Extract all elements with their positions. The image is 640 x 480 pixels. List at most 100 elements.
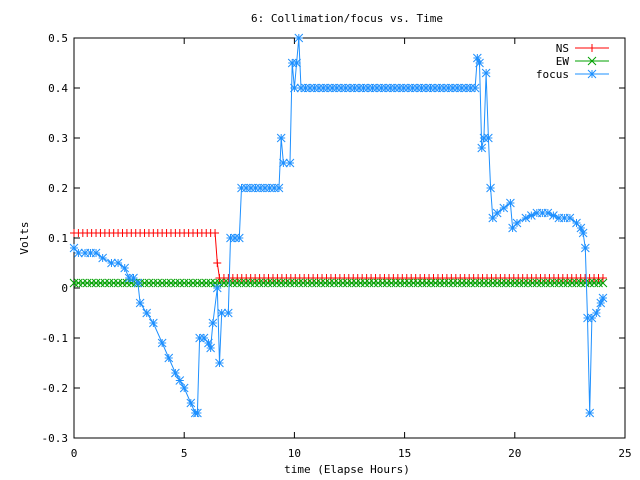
data-point (479, 278, 489, 288)
data-point (417, 278, 427, 288)
marker-stroke (387, 278, 396, 288)
data-point (391, 278, 401, 288)
data-point (439, 83, 449, 93)
data-point (294, 33, 304, 43)
data-point (342, 278, 352, 288)
marker-stroke (359, 83, 368, 93)
data-point (250, 278, 260, 288)
data-point (201, 278, 211, 288)
marker-stroke (385, 83, 395, 93)
data-point (588, 44, 596, 52)
marker-stroke (285, 278, 295, 288)
marker-stroke (448, 83, 458, 93)
marker-stroke (171, 368, 180, 378)
marker-stroke (554, 278, 564, 288)
data-point (591, 308, 601, 318)
data-point (523, 278, 533, 288)
marker-stroke (399, 83, 409, 93)
data-point (184, 278, 193, 288)
data-point (206, 343, 216, 353)
data-point (120, 263, 130, 273)
marker-stroke (409, 278, 418, 288)
data-point (519, 278, 528, 288)
data-point (501, 278, 511, 288)
data-point (287, 58, 297, 68)
marker-stroke (477, 143, 487, 153)
x-tick-label: 0 (71, 447, 78, 460)
data-point (360, 278, 370, 288)
data-point (572, 278, 581, 288)
data-point (228, 278, 238, 288)
marker-stroke (475, 278, 484, 288)
data-point (171, 368, 180, 378)
marker-stroke (565, 213, 575, 223)
marker-stroke (323, 83, 333, 93)
marker-stroke (329, 278, 339, 288)
marker-stroke (98, 253, 108, 263)
y-tick-label: 0.2 (48, 182, 68, 195)
marker-stroke (188, 278, 198, 288)
marker-stroke (87, 278, 96, 288)
marker-stroke (378, 278, 387, 288)
data-point (133, 278, 143, 288)
marker-stroke (74, 248, 83, 258)
data-point (307, 278, 317, 288)
marker-stroke (263, 278, 273, 288)
marker-stroke (204, 338, 213, 348)
marker-stroke (364, 278, 374, 288)
data-point (107, 258, 116, 268)
data-point (157, 338, 167, 348)
marker-stroke (107, 258, 116, 268)
data-point (453, 278, 462, 288)
marker-stroke (228, 278, 238, 288)
series-line (74, 232, 603, 279)
x-tick-label: 10 (288, 447, 301, 460)
marker-stroke (461, 83, 471, 93)
data-point (193, 278, 202, 288)
marker-stroke (215, 358, 224, 368)
marker-stroke (245, 278, 255, 288)
data-point (118, 278, 127, 288)
data-point (298, 278, 308, 288)
data-point (483, 133, 493, 143)
data-point (268, 278, 277, 288)
marker-stroke (404, 278, 414, 288)
marker-stroke (334, 278, 343, 288)
series-ns (70, 229, 607, 282)
marker-stroke (157, 338, 167, 348)
marker-stroke (290, 83, 299, 93)
marker-stroke (234, 233, 244, 243)
marker-stroke (294, 33, 304, 43)
marker-stroke (241, 278, 251, 288)
marker-stroke (179, 278, 189, 288)
marker-stroke (417, 278, 427, 288)
data-point (157, 278, 167, 288)
marker-stroke (148, 318, 158, 328)
data-point (237, 278, 246, 288)
data-point (578, 228, 588, 238)
data-point (382, 278, 392, 288)
marker-stroke (120, 263, 130, 273)
data-point (486, 183, 495, 193)
marker-stroke (113, 278, 123, 288)
marker-stroke (567, 278, 577, 288)
legend-label: NS (556, 42, 569, 55)
data-point (296, 83, 306, 93)
marker-stroke (572, 278, 581, 288)
marker-stroke (201, 278, 211, 288)
legend-label: EW (556, 55, 570, 68)
data-point (188, 278, 198, 288)
marker-stroke (171, 278, 180, 288)
data-point (475, 278, 484, 288)
data-point (497, 278, 506, 288)
marker-stroke (377, 83, 386, 93)
data-point (316, 278, 326, 288)
marker-stroke (193, 278, 202, 288)
marker-stroke (129, 273, 138, 283)
marker-stroke (310, 83, 319, 93)
data-point (292, 58, 301, 68)
data-point (488, 278, 498, 288)
marker-stroke (453, 278, 462, 288)
marker-stroke (492, 278, 502, 288)
marker-stroke (144, 278, 154, 288)
